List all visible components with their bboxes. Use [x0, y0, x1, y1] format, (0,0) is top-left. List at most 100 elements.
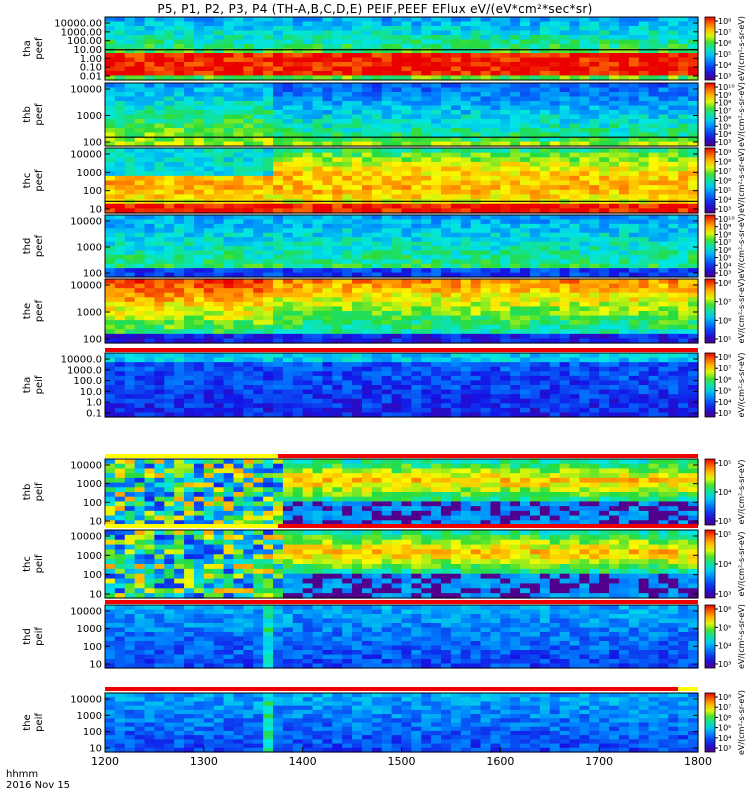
- spectrogram-cell: [411, 30, 422, 36]
- spectrogram-cell: [520, 228, 531, 234]
- spectrogram-cell: [154, 362, 165, 368]
- spectrogram-cell: [342, 297, 353, 303]
- spectrogram-cell: [213, 119, 225, 125]
- spectrogram-cell: [203, 254, 215, 260]
- spectrogram-cell: [638, 21, 650, 27]
- spectrogram-cell: [460, 132, 472, 138]
- spectrogram-cell: [579, 333, 590, 340]
- spectrogram-cell: [628, 263, 640, 269]
- spectrogram-cell: [628, 148, 640, 154]
- spectrogram-cell: [233, 250, 244, 256]
- spectrogram-cell: [263, 128, 274, 134]
- spectrogram-cell: [273, 412, 284, 418]
- spectrogram-cell: [253, 141, 264, 147]
- spectrogram-cell: [480, 189, 492, 196]
- spectrogram-cell: [342, 219, 353, 225]
- spectrogram-cell: [154, 114, 165, 120]
- spectrogram-cell: [411, 26, 422, 32]
- spectrogram-cell: [510, 92, 521, 98]
- spectrogram-cell: [569, 246, 580, 252]
- spectrogram-cell: [579, 75, 590, 81]
- spectrogram-cell: [203, 215, 215, 221]
- spectrogram-cell: [193, 208, 205, 214]
- spectrogram-cell: [470, 311, 482, 317]
- spectrogram-cell: [184, 194, 195, 200]
- spectrogram-cell: [638, 246, 650, 252]
- spectrogram-cell: [273, 48, 284, 54]
- spectrogram-cell: [213, 301, 225, 308]
- spectrogram-cell: [164, 385, 175, 391]
- spectrogram-cell: [263, 283, 274, 289]
- spectrogram-cell: [114, 26, 126, 32]
- spectrogram-cell: [599, 241, 610, 247]
- spectrogram-cell: [480, 223, 492, 229]
- spectrogram-cell: [193, 329, 205, 335]
- spectrogram-cell: [193, 62, 205, 68]
- spectrogram-cell: [253, 232, 264, 238]
- spectrogram-cell: [411, 21, 422, 27]
- spectrogram-cell: [569, 166, 580, 172]
- spectrogram-cell: [312, 39, 324, 45]
- spectrogram-cell: [371, 329, 383, 335]
- spectrogram-cell: [282, 83, 294, 89]
- spectrogram-cell: [401, 301, 412, 308]
- spectrogram-cell: [223, 110, 235, 116]
- spectrogram-cell: [322, 259, 333, 265]
- spectrogram-cell: [273, 110, 284, 116]
- spectrogram-cell: [559, 62, 571, 68]
- spectrogram-cell: [539, 306, 551, 312]
- spectrogram-cell: [124, 412, 136, 418]
- spectrogram-cell: [282, 180, 294, 186]
- spectrogram-cell: [559, 333, 571, 340]
- spectrogram-cell: [618, 263, 630, 269]
- spectrogram-cell: [411, 105, 422, 111]
- spectrogram-cell: [342, 311, 353, 317]
- spectrogram-cell: [105, 324, 116, 330]
- spectrogram-cell: [213, 232, 225, 238]
- spectrogram-cell: [273, 283, 284, 289]
- spectrogram-cell: [500, 407, 511, 414]
- spectrogram-cell: [688, 171, 699, 177]
- spectrogram-cell: [282, 223, 294, 229]
- spectrogram-cell: [658, 30, 669, 36]
- spectrogram-cell: [460, 259, 472, 265]
- spectrogram-cell: [490, 175, 501, 182]
- spectrogram-cell: [618, 123, 630, 129]
- spectrogram-cell: [105, 30, 116, 36]
- spectrogram-cell: [124, 315, 136, 321]
- spectrogram-cell: [678, 114, 689, 120]
- spectrogram-cell: [510, 375, 521, 382]
- spectrogram-cell: [539, 320, 551, 326]
- spectrogram-cell: [599, 132, 610, 138]
- spectrogram-cell: [569, 338, 580, 344]
- spectrogram-cell: [193, 311, 205, 317]
- spectrogram-cell: [520, 353, 531, 359]
- spectrogram-cell: [154, 62, 165, 68]
- spectrogram-cell: [559, 203, 571, 209]
- spectrogram-cell: [441, 171, 452, 177]
- spectrogram-cell: [105, 96, 116, 102]
- spectrogram-cell: [233, 389, 244, 395]
- spectrogram-cell: [164, 306, 175, 312]
- spectrogram-cell: [441, 48, 452, 54]
- spectrogram-cell: [213, 398, 225, 404]
- spectrogram-cell: [569, 175, 580, 182]
- spectrogram-cell: [391, 228, 403, 234]
- spectrogram-cell: [450, 57, 462, 63]
- spectrogram-cell: [243, 272, 254, 278]
- spectrogram-cell: [618, 250, 630, 256]
- spectrogram-cell: [490, 241, 501, 247]
- spectrogram-cell: [391, 57, 403, 63]
- spectrogram-cell: [658, 250, 669, 256]
- spectrogram-cell: [371, 66, 383, 72]
- spectrogram-cell: [213, 62, 225, 68]
- spectrogram-cell: [371, 96, 383, 102]
- spectrogram-cell: [144, 114, 156, 120]
- spectrogram-cell: [401, 62, 412, 68]
- spectrogram-cell: [431, 385, 442, 391]
- spectrogram-cell: [352, 161, 363, 168]
- spectrogram-cell: [273, 320, 284, 326]
- spectrogram-cell: [361, 320, 373, 326]
- spectrogram-cell: [184, 320, 195, 326]
- spectrogram-cell: [529, 250, 541, 256]
